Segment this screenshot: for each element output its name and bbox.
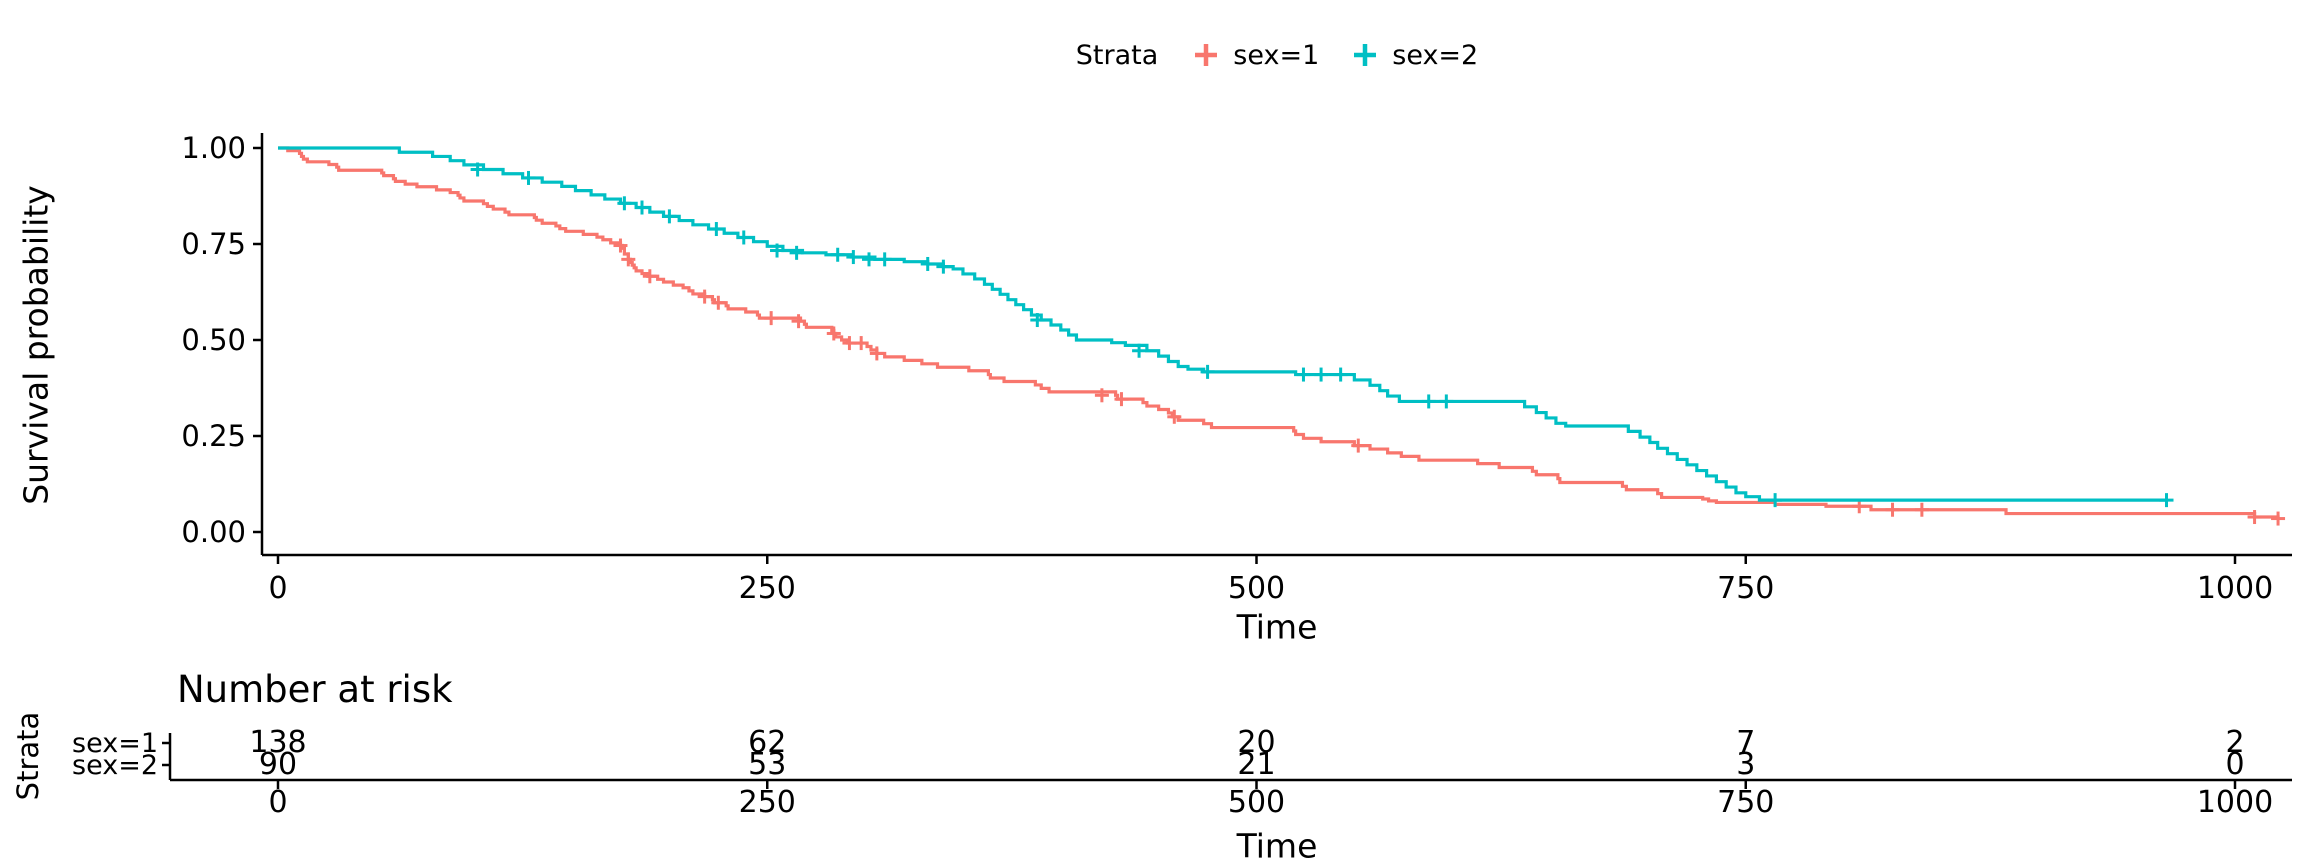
- legend-item-sex-1: sex=1: [1190, 39, 1319, 71]
- risk-x-axis-tick-label: 250: [739, 785, 796, 820]
- risk-count: 7: [1736, 725, 1755, 760]
- risk-count: 0: [2225, 747, 2244, 782]
- x-axis-tick-label: 750: [1717, 571, 1774, 606]
- y-axis-title: Survival probability: [16, 185, 56, 505]
- risk-count: 2: [2225, 725, 2244, 760]
- legend-key-cross-icon: [1354, 44, 1377, 66]
- legend-item-label: sex=2: [1392, 39, 1479, 71]
- x-axis-tick-label: 500: [1228, 571, 1285, 606]
- legend-item-sex-2: sex=2: [1349, 39, 1478, 71]
- x-axis-tick-label: 0: [268, 571, 287, 606]
- x-axis-tick-label: 250: [739, 571, 796, 606]
- risk-table-strata-axis-title: Strata: [11, 711, 45, 801]
- risk-x-axis-tick-label: 500: [1228, 785, 1285, 820]
- km-curve-sex-1: [278, 146, 2280, 519]
- risk-x-axis-tick-label: 1000: [2197, 785, 2273, 820]
- risk-count: 20: [1237, 725, 1275, 760]
- risk-count: 53: [748, 747, 786, 782]
- risk-x-axis-tick-label: 0: [268, 785, 287, 820]
- strata-legend: Strata sex=1 sex=2: [262, 26, 2292, 84]
- risk-count: 90: [259, 747, 297, 782]
- y-axis-tick-label: 0.75: [181, 227, 246, 261]
- x-axis-title-main: Time: [1236, 607, 1318, 647]
- risk-count: 3: [1736, 747, 1755, 782]
- risk-count: 62: [748, 725, 786, 760]
- risk-count: 138: [249, 725, 306, 760]
- risk-x-axis-tick-label: 750: [1717, 785, 1774, 820]
- y-axis-tick-label: 0.25: [181, 419, 246, 453]
- risk-count: 21: [1237, 747, 1275, 782]
- x-axis-tick-label: 1000: [2197, 571, 2273, 606]
- y-axis-tick-label: 1.00: [181, 131, 246, 165]
- y-axis-tick-label: 0.50: [181, 323, 246, 357]
- risk-table-title: Number at risk: [177, 668, 453, 711]
- km-curve-sex-2: [278, 146, 2167, 502]
- y-axis-tick-label: 0.00: [181, 515, 246, 549]
- legend-title: Strata: [1075, 39, 1159, 71]
- risk-row-label-sex-2: sex=2: [72, 750, 158, 781]
- legend-items: sex=1 sex=2: [1190, 39, 1478, 71]
- legend-key-cross-icon: [1195, 44, 1218, 66]
- legend-item-label: sex=1: [1233, 39, 1320, 71]
- x-axis-title-risk: Time: [1236, 826, 1318, 866]
- risk-row-label-sex-1: sex=1: [72, 728, 158, 759]
